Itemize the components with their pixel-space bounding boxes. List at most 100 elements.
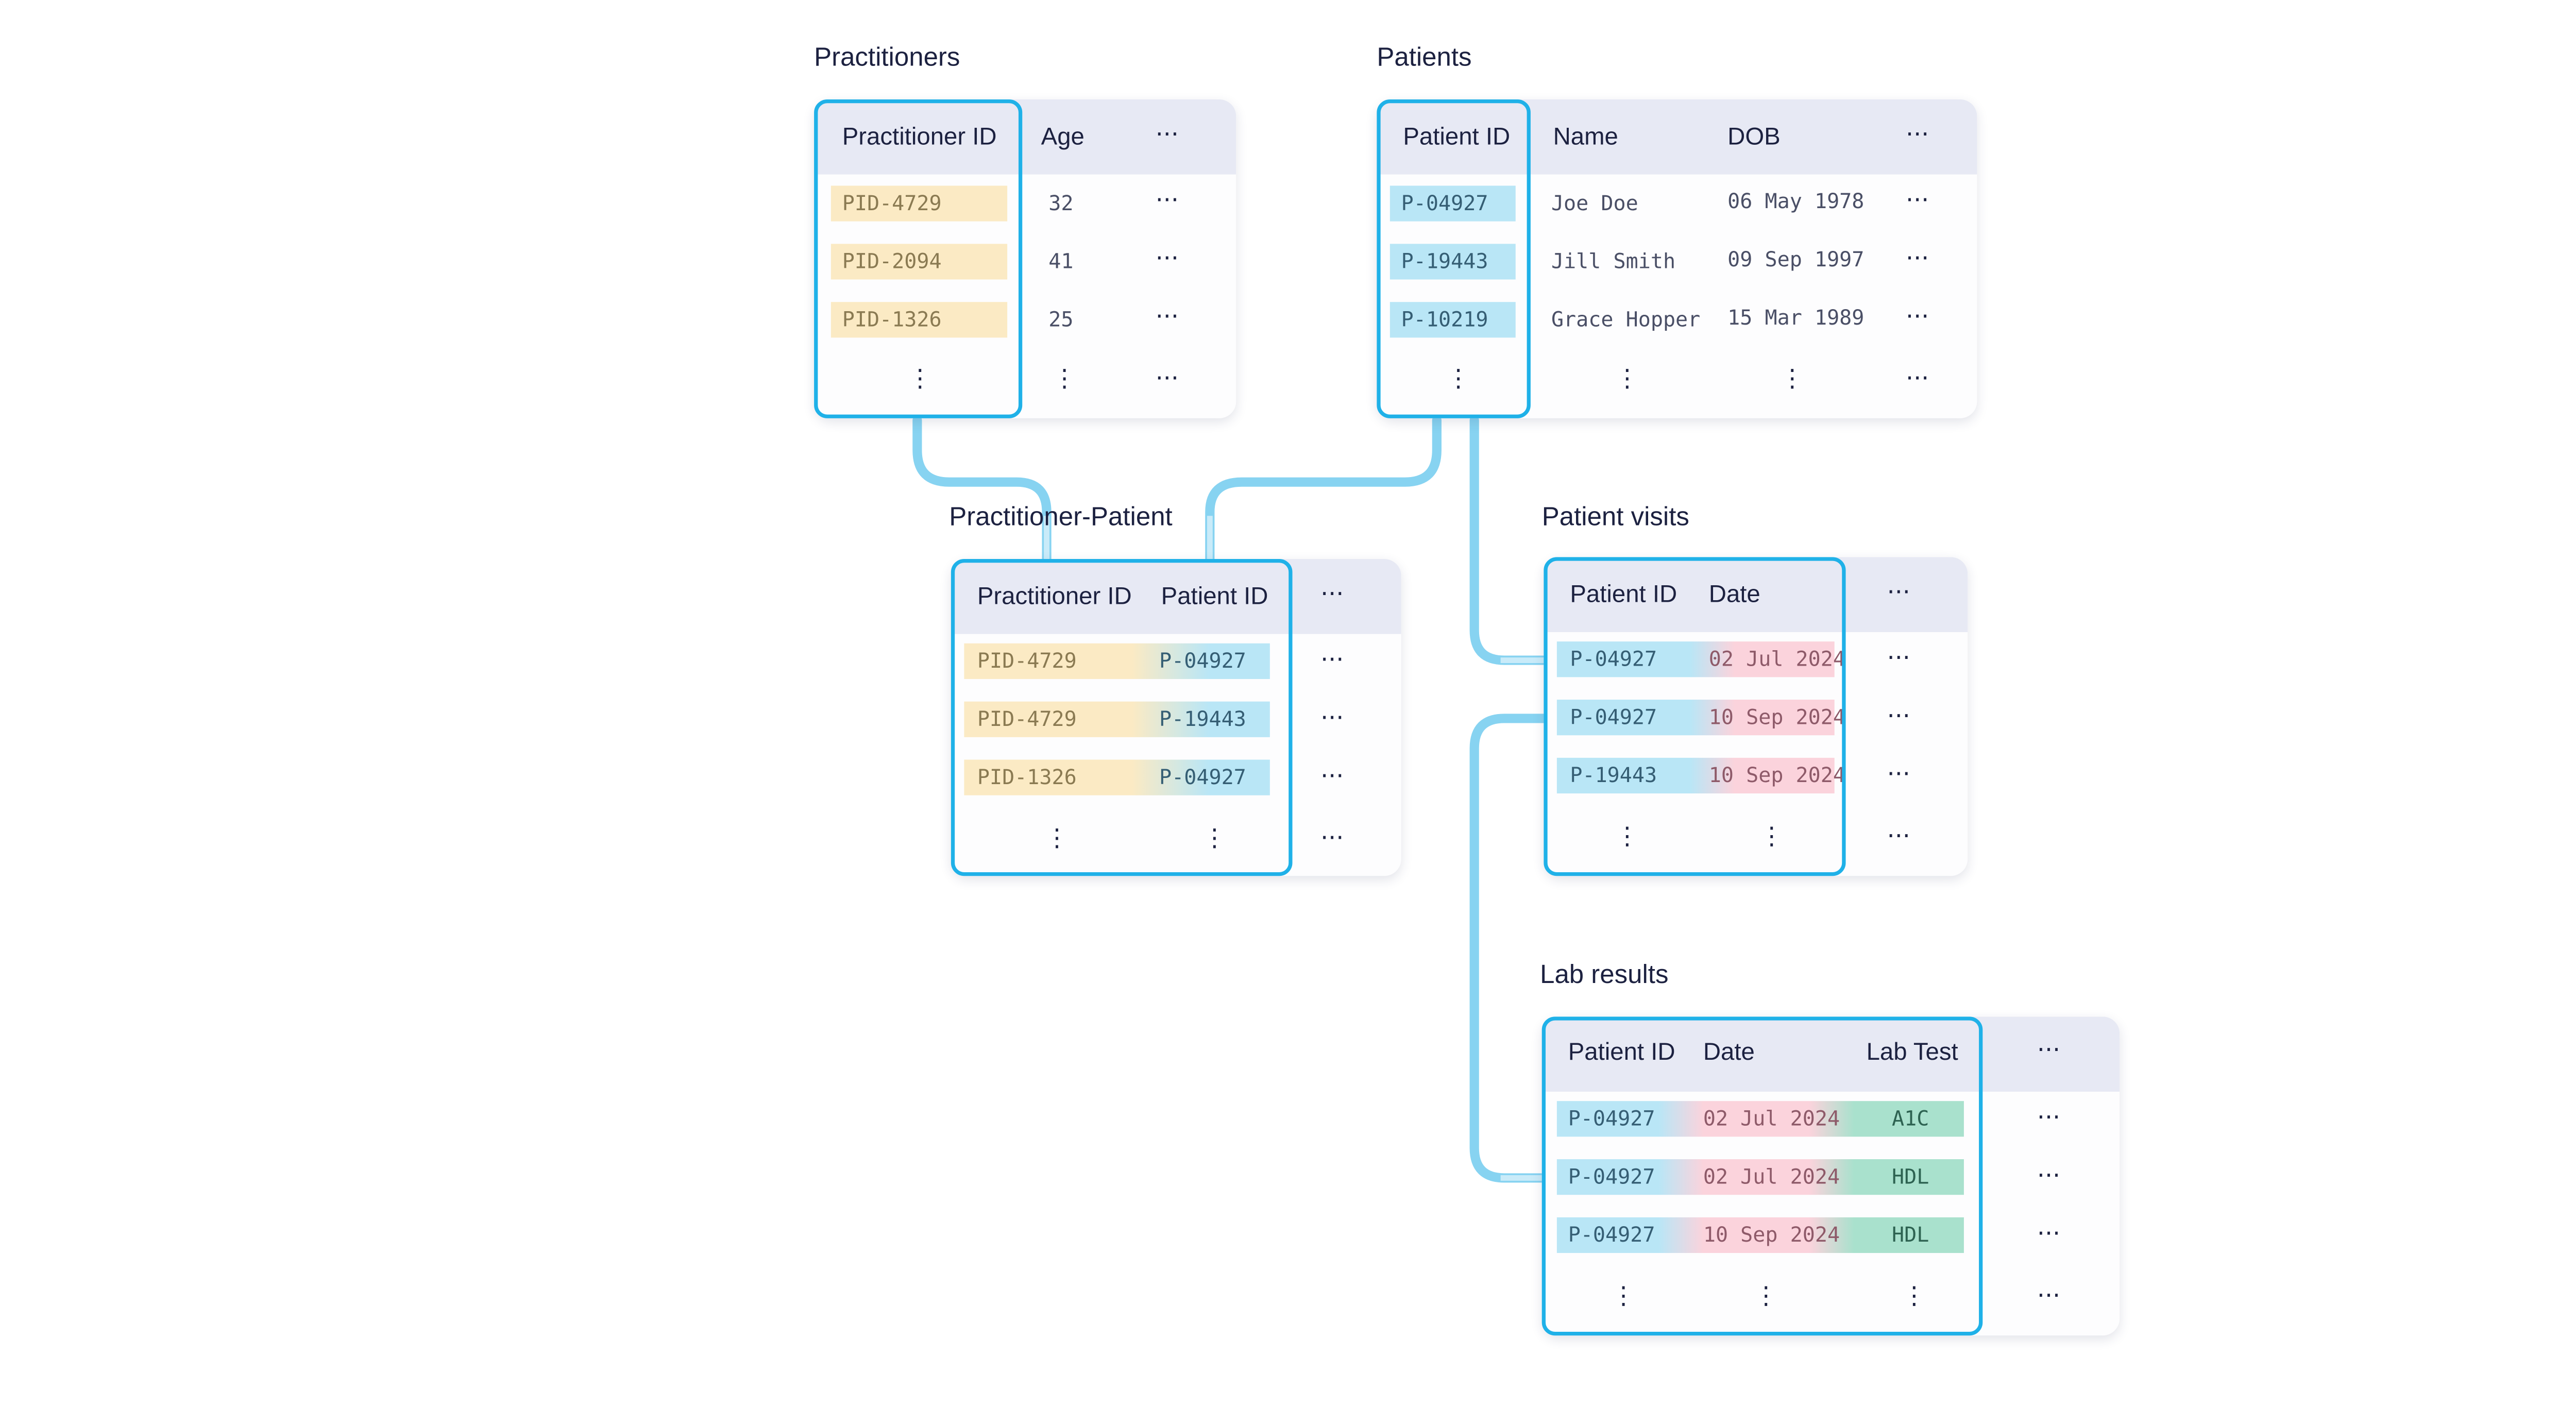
more-icon: ··· bbox=[1906, 245, 1929, 274]
more-icon: ··· bbox=[1906, 188, 1929, 216]
patient-id-cell: P-19443 bbox=[1570, 763, 1657, 788]
practitioner-patient-title: Practitioner-Patient bbox=[949, 501, 1173, 531]
column-header-date: Date bbox=[1708, 580, 1760, 608]
more-icon: ··· bbox=[1320, 763, 1344, 792]
lab-results-title: Lab results bbox=[1540, 958, 1669, 989]
table-header bbox=[951, 558, 1401, 634]
practitioner-patient-table: Practitioner ID Patient ID ··· PID-4729 … bbox=[951, 558, 1401, 876]
more-icon: ··· bbox=[2037, 1105, 2061, 1133]
lab-test-cell: HDL bbox=[1891, 1223, 1929, 1248]
name-cell: Joe Doe bbox=[1551, 191, 1638, 216]
patients-table: Patient ID Name DOB ··· P-04927 Joe Doe … bbox=[1377, 99, 1977, 418]
more-icon: ··· bbox=[2037, 1163, 2061, 1191]
name-cell: Grace Hopper bbox=[1551, 308, 1701, 332]
practitioner-id-cell: PID-1326 bbox=[977, 765, 1077, 790]
patient-id-cell: P-04927 bbox=[1570, 705, 1657, 730]
date-cell: 10 Sep 2024 bbox=[1708, 705, 1846, 730]
column-header-date: Date bbox=[1703, 1037, 1755, 1065]
column-header-patient-id: Patient ID bbox=[1568, 1037, 1675, 1065]
more-icon: ··· bbox=[2037, 1283, 2061, 1311]
age-cell: 25 bbox=[1048, 308, 1074, 332]
column-header-age: Age bbox=[1041, 122, 1084, 150]
date-cell: 10 Sep 2024 bbox=[1703, 1223, 1840, 1248]
more-icon: ··· bbox=[1906, 365, 1929, 394]
patient-id-cell: P-04927 bbox=[1159, 765, 1246, 790]
patient-id-cell: P-10219 bbox=[1389, 302, 1516, 338]
patient-id-cell: P-04927 bbox=[1389, 185, 1516, 222]
column-header-practitioner-id: Practitioner ID bbox=[977, 581, 1132, 610]
key-column-highlight bbox=[1377, 99, 1531, 418]
more-columns-icon: ··· bbox=[1320, 581, 1344, 610]
table-header bbox=[1541, 1016, 2120, 1092]
more-icon: ··· bbox=[1155, 245, 1179, 274]
more-columns-icon: ··· bbox=[1906, 122, 1929, 150]
visit-row-cells: P-19443 10 Sep 2024 bbox=[1556, 757, 1845, 794]
visit-row-cells: P-04927 10 Sep 2024 bbox=[1556, 700, 1845, 736]
more-icon: ··· bbox=[1906, 303, 1929, 332]
date-cell: 02 Jul 2024 bbox=[1703, 1164, 1840, 1190]
date-cell: 10 Sep 2024 bbox=[1708, 763, 1846, 788]
column-header-patient-id: Patient ID bbox=[1403, 122, 1511, 150]
practitioner-id-cell: PID-4729 bbox=[831, 185, 1008, 222]
column-header-name: Name bbox=[1553, 122, 1618, 150]
more-icon: ··· bbox=[1887, 823, 1910, 852]
practitioner-id-cell: PID-1326 bbox=[831, 302, 1008, 338]
more-columns-icon: ··· bbox=[1887, 580, 1910, 608]
column-header-patient-id: Patient ID bbox=[1161, 581, 1268, 610]
key-column-highlight bbox=[814, 99, 1023, 418]
lab-row-cells: P-04927 10 Sep 2024 HDL bbox=[1556, 1217, 1964, 1253]
date-cell: 02 Jul 2024 bbox=[1703, 1107, 1840, 1131]
patient-visits-title: Patient visits bbox=[1541, 501, 1689, 531]
patient-id-cell: P-04927 bbox=[1570, 647, 1657, 672]
more-icon: ··· bbox=[1155, 188, 1179, 216]
more-icon: ··· bbox=[1320, 647, 1344, 675]
dob-cell: 06 May 1978 bbox=[1727, 189, 1865, 214]
lab-test-cell: A1C bbox=[1891, 1107, 1929, 1131]
column-header-patient-id: Patient ID bbox=[1570, 580, 1677, 608]
practitioner-id-cell: PID-2094 bbox=[831, 244, 1008, 280]
lab-row-cells: P-04927 02 Jul 2024 HDL bbox=[1556, 1159, 1964, 1195]
age-cell: 41 bbox=[1048, 249, 1074, 274]
link-row-cells: PID-4729 P-04927 bbox=[964, 643, 1270, 679]
visit-row-cells: P-04927 02 Jul 2024 bbox=[1556, 641, 1845, 677]
more-icon: ··· bbox=[1320, 705, 1344, 734]
more-icon: ··· bbox=[1155, 303, 1179, 332]
column-header-dob: DOB bbox=[1727, 122, 1781, 150]
column-header-practitioner-id: Practitioner ID bbox=[842, 122, 997, 150]
patient-id-cell: P-04927 bbox=[1568, 1164, 1655, 1190]
lab-results-table: Patient ID Date Lab Test ··· P-04927 02 … bbox=[1541, 1016, 2120, 1336]
patient-id-cell: P-04927 bbox=[1159, 649, 1246, 674]
more-icon: ··· bbox=[1320, 825, 1344, 854]
practitioner-id-cell: PID-4729 bbox=[977, 649, 1077, 674]
patient-id-cell: P-04927 bbox=[1568, 1107, 1655, 1131]
vertical-ellipsis-icon: ⋮ bbox=[1780, 365, 1805, 394]
more-columns-icon: ··· bbox=[1155, 122, 1179, 150]
more-icon: ··· bbox=[1887, 703, 1910, 732]
vertical-ellipsis-icon: ⋮ bbox=[1052, 365, 1077, 394]
column-header-lab-test: Lab Test bbox=[1866, 1037, 1958, 1065]
dob-cell: 09 Sep 1997 bbox=[1727, 247, 1865, 272]
link-row-cells: PID-4729 P-19443 bbox=[964, 701, 1270, 737]
dob-cell: 15 Mar 1989 bbox=[1727, 306, 1865, 330]
patient-visits-table: Patient ID Date ··· P-04927 02 Jul 2024 … bbox=[1544, 557, 1968, 876]
key-column-highlight bbox=[1541, 1016, 1983, 1336]
vertical-ellipsis-icon: ⋮ bbox=[1615, 365, 1640, 394]
name-cell: Jill Smith bbox=[1551, 249, 1676, 274]
lab-row-cells: P-04927 02 Jul 2024 A1C bbox=[1556, 1101, 1964, 1137]
key-column-highlight bbox=[1544, 557, 1846, 876]
connector-patient-visits-to-lab-results bbox=[1469, 714, 1562, 1183]
more-icon: ··· bbox=[1887, 645, 1910, 674]
lab-test-cell: HDL bbox=[1891, 1164, 1929, 1190]
more-icon: ··· bbox=[2037, 1221, 2061, 1249]
patients-title: Patients bbox=[1377, 41, 1472, 72]
key-column-highlight bbox=[951, 558, 1293, 876]
more-icon: ··· bbox=[1155, 365, 1179, 394]
connector-practitioners-to-practitioner-patient bbox=[912, 415, 1052, 564]
link-row-cells: PID-1326 P-04927 bbox=[964, 759, 1270, 795]
practitioners-title: Practitioners bbox=[814, 41, 960, 72]
more-icon: ··· bbox=[1887, 761, 1910, 790]
date-cell: 02 Jul 2024 bbox=[1708, 647, 1846, 672]
patient-id-cell: P-04927 bbox=[1568, 1223, 1655, 1248]
age-cell: 32 bbox=[1048, 191, 1074, 216]
